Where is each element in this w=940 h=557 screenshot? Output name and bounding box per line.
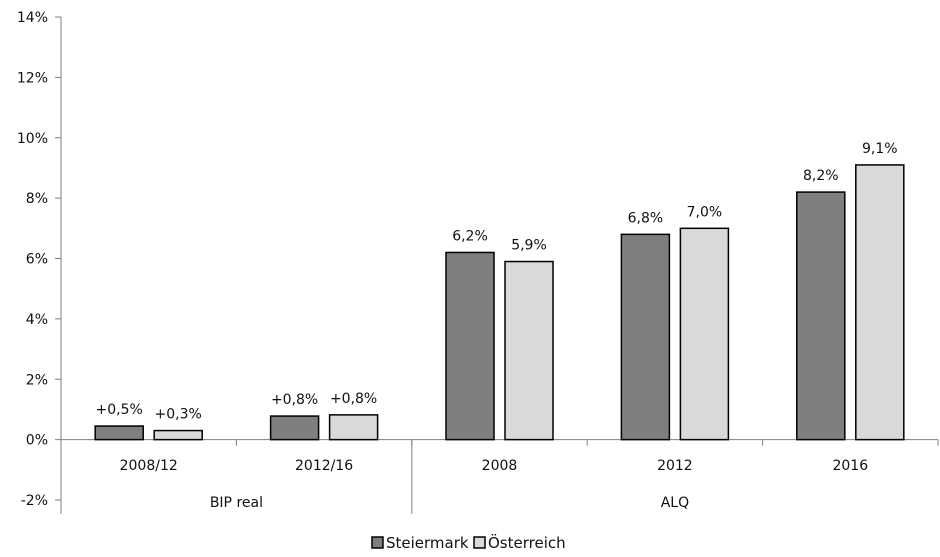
bars <box>94 164 905 441</box>
y-tick-label: 10% <box>17 131 48 147</box>
y-tick-label: -2% <box>21 493 48 509</box>
legend-swatch <box>473 536 486 549</box>
bar-steiermark <box>269 415 320 441</box>
y-tick-label: 2% <box>26 372 48 388</box>
bar-österreich <box>679 227 730 441</box>
data-label: +0,3% <box>155 407 202 423</box>
legend-entry: Steiermark <box>386 534 469 552</box>
bar-österreich <box>855 164 905 441</box>
data-label: 6,2% <box>452 228 488 244</box>
data-label: 7,0% <box>687 204 723 220</box>
y-tick-label: 14% <box>17 10 48 26</box>
y-tick-label: 6% <box>26 252 48 268</box>
labels: 2008/12 2012/16 2008 2012 2016 BIP real ALQ +0,… <box>96 141 898 511</box>
legend-swatch <box>371 536 384 549</box>
y-tick-label: 12% <box>17 70 48 86</box>
bar-steiermark <box>620 233 671 441</box>
data-label: 9,1% <box>862 141 898 157</box>
bar-österreich <box>328 414 379 441</box>
category-label: 2012/16 <box>295 458 353 474</box>
bar-steiermark <box>796 191 846 441</box>
category-label: 2012 <box>657 458 693 474</box>
y-tick-label: 8% <box>26 191 48 207</box>
data-label: +0,8% <box>271 392 318 408</box>
bar-österreich <box>153 429 203 441</box>
legend: Steiermark Österreich <box>371 533 566 552</box>
category-label: 2016 <box>832 458 868 474</box>
y-tick-label: 0% <box>26 433 48 449</box>
category-label: 2008/12 <box>120 458 178 474</box>
data-label: +0,8% <box>330 391 377 407</box>
data-label: 6,8% <box>628 210 664 226</box>
bar-steiermark <box>445 251 495 441</box>
bar-steiermark <box>94 425 144 441</box>
data-label: +0,5% <box>96 402 143 418</box>
group-label: BIP real <box>210 495 263 511</box>
bar-österreich <box>504 260 554 441</box>
category-label: 2008 <box>482 458 518 474</box>
group-label: ALQ <box>661 495 689 511</box>
y-tick-label: 4% <box>26 312 48 328</box>
legend-entry: Österreich <box>488 533 566 552</box>
data-label: 5,9% <box>511 238 547 254</box>
axes: -2% 0% 2% 4% 6% 8% 10% 12% 14% <box>17 10 939 514</box>
data-label: 8,2% <box>803 168 839 184</box>
